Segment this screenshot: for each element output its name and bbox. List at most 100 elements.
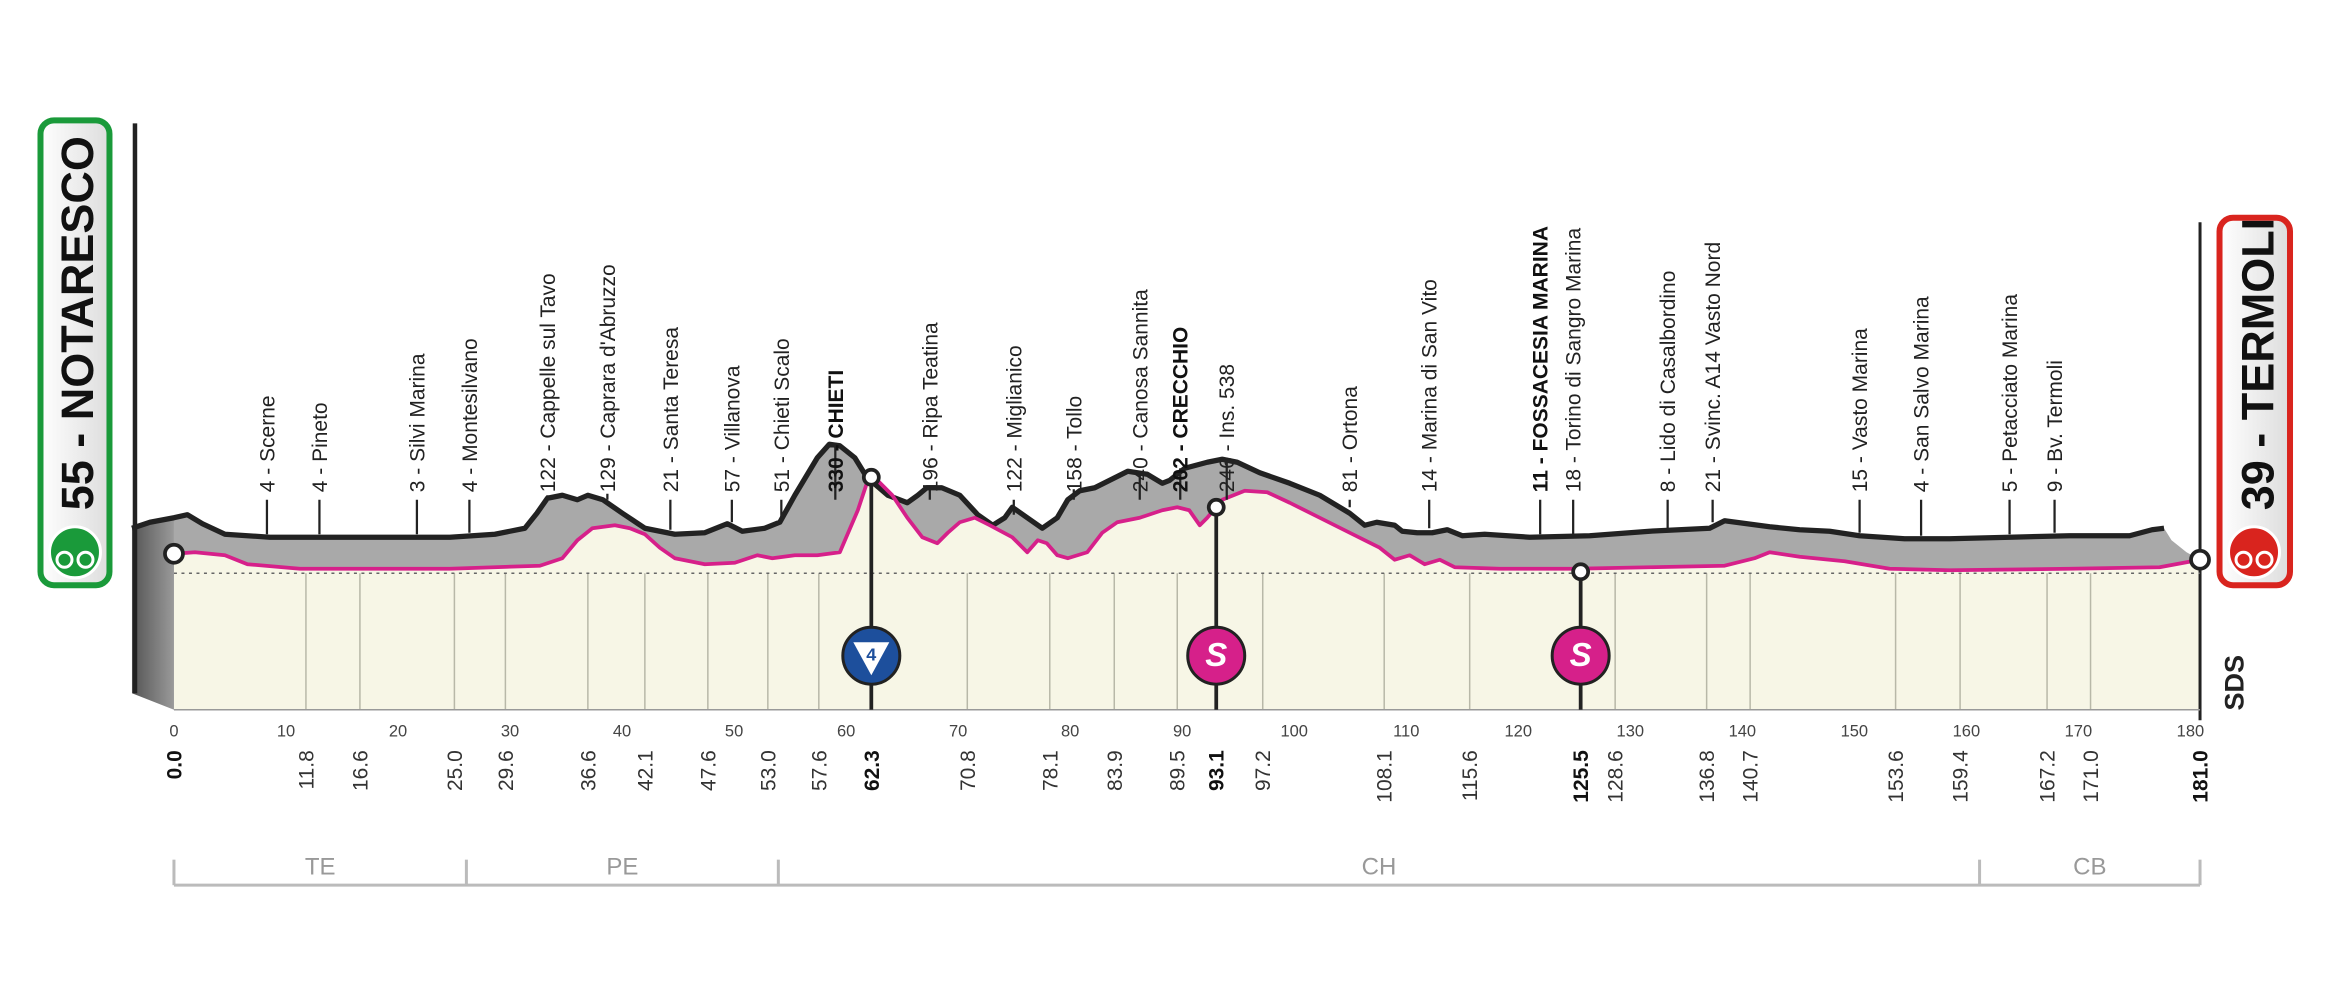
pole-top (1206, 497, 1226, 517)
km-label: 153.6 (1885, 750, 1908, 803)
waypoint-label: 122 - Cappelle sul Tavo (537, 273, 560, 492)
axis-tick-label: 70 (949, 723, 967, 741)
km-label: 171.0 (2080, 750, 2103, 803)
profile-relief (173, 444, 2201, 571)
km-label: 93.1 (1206, 750, 1229, 791)
km-label: 125.5 (1570, 750, 1593, 803)
sprint-label: S (1205, 636, 1227, 673)
axis-tick-label: 170 (2065, 723, 2093, 741)
start-dot (163, 542, 185, 565)
waypoint-label: 51 - Chieti Scalo (771, 338, 794, 492)
waypoint-label: 8 - Lido di Casalbordino (1657, 271, 1680, 493)
axis-tick-label: 60 (837, 723, 855, 741)
axis-tick-label: 40 (613, 723, 631, 741)
axis-tick-label: 120 (1505, 723, 1533, 741)
km-label: 136.8 (1696, 750, 1719, 803)
km-label: 78.1 (1039, 750, 1062, 791)
waypoint-label: 15 - Vasto Marina (1849, 328, 1872, 492)
km-label: 181.0 (2190, 750, 2213, 803)
waypoint-label: 158 - Tollo (1063, 396, 1086, 492)
waypoint-label: 5 - Petacciato Marina (1999, 294, 2022, 493)
kom-label: 4 (866, 644, 876, 664)
waypoint-label: 330 - CHIETI (825, 370, 848, 492)
start-icon-wheel (55, 550, 74, 569)
km-label: 29.6 (495, 750, 518, 791)
waypoint-label: 57 - Villanova (721, 365, 744, 492)
km-label: 62.3 (861, 750, 884, 791)
profile-ridge (131, 441, 2165, 542)
axis-tick-label: 110 (1393, 723, 1419, 741)
km-label: 140.7 (1740, 750, 1763, 803)
axis-tick-label: 10 (277, 723, 295, 741)
axis-tick-label: 140 (1729, 723, 1757, 741)
axis-tick-label: 50 (725, 723, 743, 741)
km-label: 108.1 (1374, 750, 1397, 803)
finish-icon (2227, 525, 2282, 580)
axis-tick-label: 180 (2177, 723, 2205, 741)
axis-tick-label: 160 (1953, 723, 1981, 741)
waypoint-label: 4 - Montesilvano (459, 338, 482, 492)
waypoint-label: 202 - CRECCHIO (1170, 327, 1193, 493)
km-label: 83.9 (1104, 750, 1127, 791)
km-label: 167.2 (2037, 750, 2060, 803)
km-label: 42.1 (634, 750, 657, 791)
km-label: 159.4 (1950, 750, 1973, 803)
logo: SDS (2220, 655, 2250, 710)
axis-tick-label: 100 (1280, 723, 1308, 741)
waypoint-label: 9 - Bv. Termoli (2044, 360, 2067, 492)
axis-tick-label: 90 (1173, 723, 1191, 741)
profile-base (173, 480, 2201, 710)
waypoint-label: 14 - Marina di San Vito (1419, 279, 1442, 492)
finish-label: 39 - TERMOLI (2233, 218, 2284, 510)
axis-tick-label: 130 (1617, 723, 1645, 741)
road-line (173, 478, 2201, 573)
waypoint-label: 21 - Santa Teresa (660, 327, 683, 493)
start-icon-wheel (76, 550, 95, 569)
km-label: 70.8 (957, 750, 980, 791)
waypoint-label: 4 - Scerne (256, 395, 279, 492)
km-label: 36.6 (577, 750, 600, 791)
profile-side (131, 517, 174, 710)
finish-dot (2189, 548, 2211, 571)
sprint-badge (1186, 625, 1247, 686)
km-label: 25.0 (444, 750, 467, 791)
km-label: 57.6 (808, 750, 831, 791)
finish-icon-wheel (2234, 550, 2253, 569)
waypoint-label: 246 - Ins. 538 (1216, 364, 1239, 492)
waypoint-label: 4 - San Salvo Marina (1911, 296, 1934, 492)
km-label: 47.6 (697, 750, 720, 791)
region-label: CH (1362, 854, 1397, 881)
waypoint-label: 122 - Miglianico (1003, 345, 1026, 492)
waypoint-label: 21 - Svinc. A14 Vasto Nord (1702, 242, 1725, 492)
sprint-badge (1550, 625, 1611, 686)
km-label: 115.6 (1459, 750, 1482, 801)
axis-tick-label: 20 (389, 723, 407, 741)
km-label: 128.6 (1605, 750, 1628, 803)
start-box (37, 117, 113, 589)
waypoint-label: 18 - Torino di Sangro Marina (1563, 228, 1586, 493)
start-icon (47, 525, 102, 580)
axis-tick-label: 30 (501, 723, 519, 741)
axis-tick-label: 0 (169, 723, 178, 741)
waypoint-label: 11 - FOSSACESIA MARINA (1530, 226, 1553, 492)
waypoint-label: 4 - Pineto (309, 402, 332, 492)
waypoint-label: 3 - Silvi Marina (406, 353, 429, 492)
waypoint-label: 129 - Caprara d'Abruzzo (597, 264, 620, 492)
pole-top (861, 467, 881, 487)
km-label: 89.5 (1167, 750, 1190, 791)
km-label: 0.0 (163, 750, 186, 779)
waypoint-label: 81 - Ortona (1339, 386, 1362, 492)
km-label: 97.2 (1252, 750, 1275, 791)
finish-icon-wheel (2255, 550, 2274, 569)
waypoint-label: 240 - Canosa Sannita (1129, 289, 1152, 492)
km-label: 53.0 (757, 750, 780, 791)
start-label: 55 - NOTARESCO (52, 136, 103, 510)
waypoint-label: 196 - Ripa Teatina (919, 322, 942, 492)
kom-triangle (853, 642, 890, 676)
axis-tick-label: 150 (1841, 723, 1869, 741)
region-label: TE (305, 854, 336, 881)
region-label: CB (2073, 854, 2106, 881)
km-label: 16.6 (349, 750, 372, 791)
